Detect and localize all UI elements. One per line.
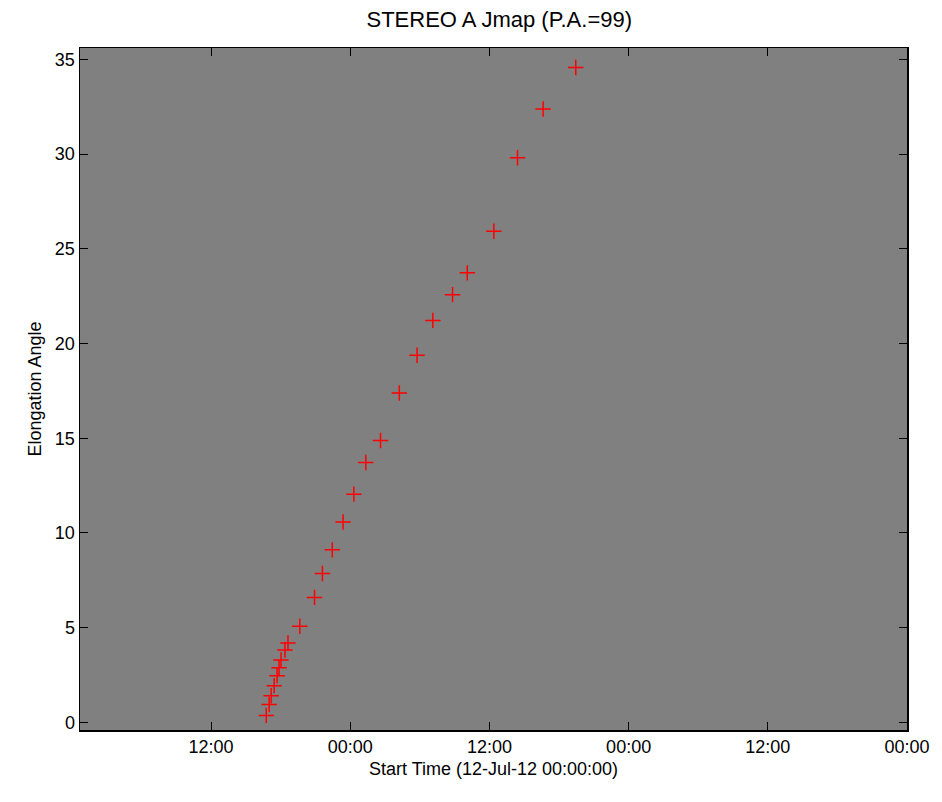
svg-text:25: 25: [55, 239, 75, 259]
svg-text:Elongation Angle: Elongation Angle: [25, 321, 45, 456]
svg-text:15: 15: [55, 429, 75, 449]
svg-text:10: 10: [55, 523, 75, 543]
svg-text:STEREO A Jmap (P.A.=99): STEREO A Jmap (P.A.=99): [366, 7, 632, 32]
svg-text:0: 0: [65, 713, 75, 733]
svg-text:Start Time (12-Jul-12 00:00:00: Start Time (12-Jul-12 00:00:00): [369, 759, 618, 779]
svg-text:30: 30: [55, 144, 75, 164]
svg-text:12:00: 12:00: [189, 737, 234, 757]
svg-text:20: 20: [55, 334, 75, 354]
svg-text:00:00: 00:00: [884, 737, 929, 757]
svg-text:5: 5: [65, 618, 75, 638]
svg-text:35: 35: [55, 50, 75, 70]
svg-text:00:00: 00:00: [328, 737, 373, 757]
svg-text:12:00: 12:00: [745, 737, 790, 757]
svg-text:12:00: 12:00: [467, 737, 512, 757]
svg-text:00:00: 00:00: [606, 737, 651, 757]
